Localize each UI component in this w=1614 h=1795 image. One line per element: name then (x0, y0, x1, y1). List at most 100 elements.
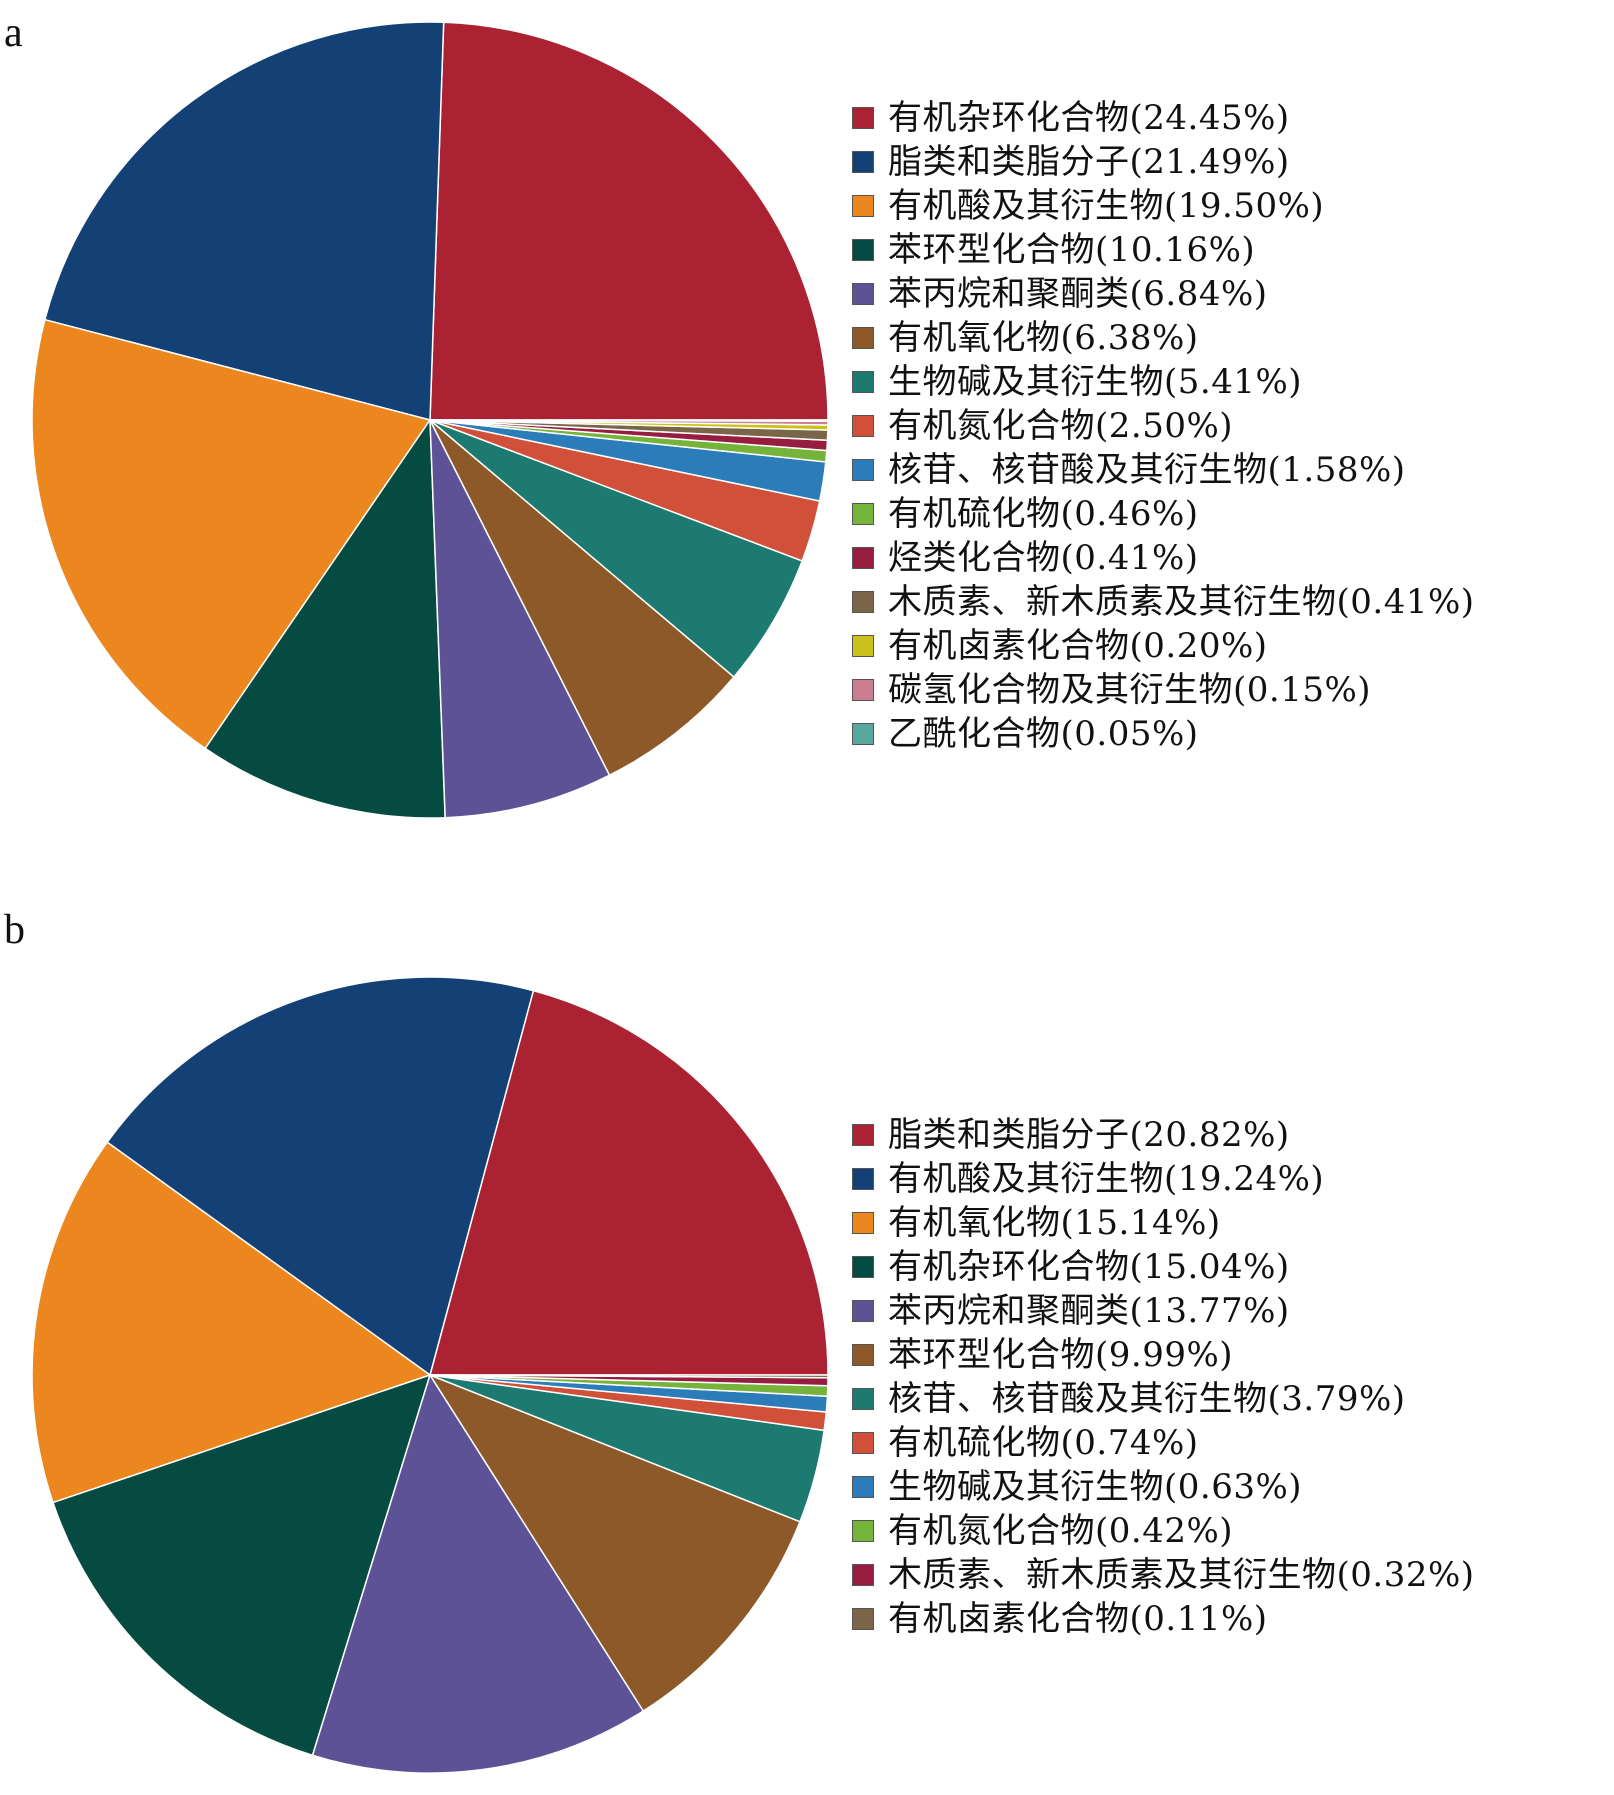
legend-swatch (852, 547, 874, 569)
pie-slice-7 (429, 419, 803, 678)
legend-swatch (852, 1608, 874, 1630)
legend-label: 脂类和类脂分子(20.82%) (888, 1115, 1290, 1155)
legend-swatch (852, 1344, 874, 1366)
legend-swatch (852, 195, 874, 217)
panel-a: a 有机杂环化合物(24.45%) 脂类和类脂分子(21.49%) 有机酸及其衍生物… (0, 0, 1614, 897)
legend-label: 乙酰化合物(0.05%) (888, 714, 1199, 754)
legend-item: 有机硫化物(0.46%) (852, 492, 1475, 536)
legend-swatch (852, 327, 874, 349)
pie-slice-4 (52, 1374, 431, 1757)
legend-swatch (852, 283, 874, 305)
pie-slice-3 (31, 1141, 431, 1504)
pie-chart-a (31, 21, 829, 819)
legend-swatch (852, 1432, 874, 1454)
legend-label: 有机卤素化合物(0.20%) (888, 626, 1268, 666)
legend-swatch (852, 239, 874, 261)
pie-slice-1 (429, 21, 829, 421)
legend-swatch (852, 1212, 874, 1234)
legend-item: 核苷、核苷酸及其衍生物(1.58%) (852, 448, 1475, 492)
legend-item: 有机卤素化合物(0.11%) (852, 1597, 1475, 1641)
legend-swatch (852, 1520, 874, 1542)
legend-label: 苯丙烷和聚酮类(6.84%) (888, 274, 1268, 314)
legend-label: 苯环型化合物(9.99%) (888, 1335, 1234, 1375)
legend-item: 脂类和类脂分子(21.49%) (852, 140, 1475, 184)
legend-label: 有机杂环化合物(15.04%) (888, 1247, 1290, 1287)
pie-slice-5 (429, 419, 611, 819)
legend-swatch (852, 635, 874, 657)
legend-swatch (852, 1564, 874, 1586)
legend-label: 有机氧化物(15.14%) (888, 1203, 1221, 1243)
legend-label: 有机氧化物(6.38%) (888, 318, 1199, 358)
legend-item: 碳氢化合物及其衍生物(0.15%) (852, 668, 1475, 712)
pie-slice-1 (429, 989, 829, 1376)
legend-b: 脂类和类脂分子(20.82%) 有机酸及其衍生物(19.24%) 有机氧化物(15.… (852, 1113, 1475, 1641)
legend-item: 核苷、核苷酸及其衍生物(3.79%) (852, 1377, 1475, 1421)
legend-swatch (852, 723, 874, 745)
legend-swatch (852, 151, 874, 173)
legend-item: 苯丙烷和聚酮类(6.84%) (852, 272, 1475, 316)
legend-swatch (852, 459, 874, 481)
legend-label: 有机杂环化合物(24.45%) (888, 98, 1290, 138)
legend-label: 生物碱及其衍生物(5.41%) (888, 362, 1303, 402)
legend-label: 有机氮化合物(0.42%) (888, 1511, 1234, 1551)
pie-slice-2 (44, 21, 445, 421)
legend-item: 有机氮化合物(2.50%) (852, 404, 1475, 448)
legend-item: 有机氧化物(15.14%) (852, 1201, 1475, 1245)
legend-item: 有机酸及其衍生物(19.24%) (852, 1157, 1475, 1201)
legend-swatch (852, 1124, 874, 1146)
legend-label: 碳氢化合物及其衍生物(0.15%) (888, 670, 1372, 710)
legend-item: 有机氮化合物(0.42%) (852, 1509, 1475, 1553)
legend-swatch (852, 107, 874, 129)
pie-slice-2 (106, 976, 535, 1376)
legend-item: 生物碱及其衍生物(5.41%) (852, 360, 1475, 404)
legend-label: 有机酸及其衍生物(19.24%) (888, 1159, 1325, 1199)
legend-item: 有机杂环化合物(24.45%) (852, 96, 1475, 140)
legend-item: 有机酸及其衍生物(19.50%) (852, 184, 1475, 228)
legend-swatch (852, 1256, 874, 1278)
legend-item: 苯环型化合物(10.16%) (852, 228, 1475, 272)
pie-slice-4 (204, 419, 446, 819)
legend-item: 乙酰化合物(0.05%) (852, 712, 1475, 756)
legend-label: 有机卤素化合物(0.11%) (888, 1599, 1268, 1639)
pie-slice-6 (429, 419, 735, 776)
legend-label: 烃类化合物(0.41%) (888, 538, 1199, 578)
legend-swatch (852, 591, 874, 613)
pie-slice-15 (429, 419, 829, 422)
legend-item: 有机卤素化合物(0.20%) (852, 624, 1475, 668)
panel-label: a (4, 10, 23, 56)
legend-swatch (852, 503, 874, 525)
panel-label: b (4, 907, 25, 953)
legend-swatch (852, 679, 874, 701)
legend-item: 有机硫化物(0.74%) (852, 1421, 1475, 1465)
legend-label: 苯环型化合物(10.16%) (888, 230, 1256, 270)
legend-swatch (852, 1476, 874, 1498)
legend-swatch (852, 415, 874, 437)
legend-item: 苯环型化合物(9.99%) (852, 1333, 1475, 1377)
legend-item: 脂类和类脂分子(20.82%) (852, 1113, 1475, 1157)
legend-swatch (852, 371, 874, 393)
legend-item: 木质素、新木质素及其衍生物(0.32%) (852, 1553, 1475, 1597)
pie-slice-6 (429, 1374, 801, 1712)
legend-item: 苯丙烷和聚酮类(13.77%) (852, 1289, 1475, 1333)
legend-item: 木质素、新木质素及其衍生物(0.41%) (852, 580, 1475, 624)
legend-label: 木质素、新木质素及其衍生物(0.32%) (888, 1555, 1475, 1595)
legend-label: 核苷、核苷酸及其衍生物(3.79%) (888, 1379, 1406, 1419)
pie-chart-b (31, 976, 829, 1774)
legend-item: 烃类化合物(0.41%) (852, 536, 1475, 580)
legend-item: 有机杂环化合物(15.04%) (852, 1245, 1475, 1289)
legend-label: 有机硫化物(0.46%) (888, 494, 1199, 534)
legend-a: 有机杂环化合物(24.45%) 脂类和类脂分子(21.49%) 有机酸及其衍生物(1… (852, 96, 1475, 756)
legend-item: 生物碱及其衍生物(0.63%) (852, 1465, 1475, 1509)
panel-b: b 脂类和类脂分子(20.82%) 有机酸及其衍生物(19.24%) 有机氧化物(1… (0, 897, 1614, 1794)
legend-swatch (852, 1168, 874, 1190)
legend-swatch (852, 1300, 874, 1322)
legend-label: 木质素、新木质素及其衍生物(0.41%) (888, 582, 1475, 622)
legend-item: 有机氧化物(6.38%) (852, 316, 1475, 360)
legend-label: 脂类和类脂分子(21.49%) (888, 142, 1290, 182)
legend-label: 有机硫化物(0.74%) (888, 1423, 1199, 1463)
pie-slice-12 (429, 1374, 829, 1379)
legend-label: 生物碱及其衍生物(0.63%) (888, 1467, 1303, 1507)
legend-swatch (852, 1388, 874, 1410)
pie-slice-5 (311, 1374, 645, 1774)
legend-label: 有机氮化合物(2.50%) (888, 406, 1234, 446)
